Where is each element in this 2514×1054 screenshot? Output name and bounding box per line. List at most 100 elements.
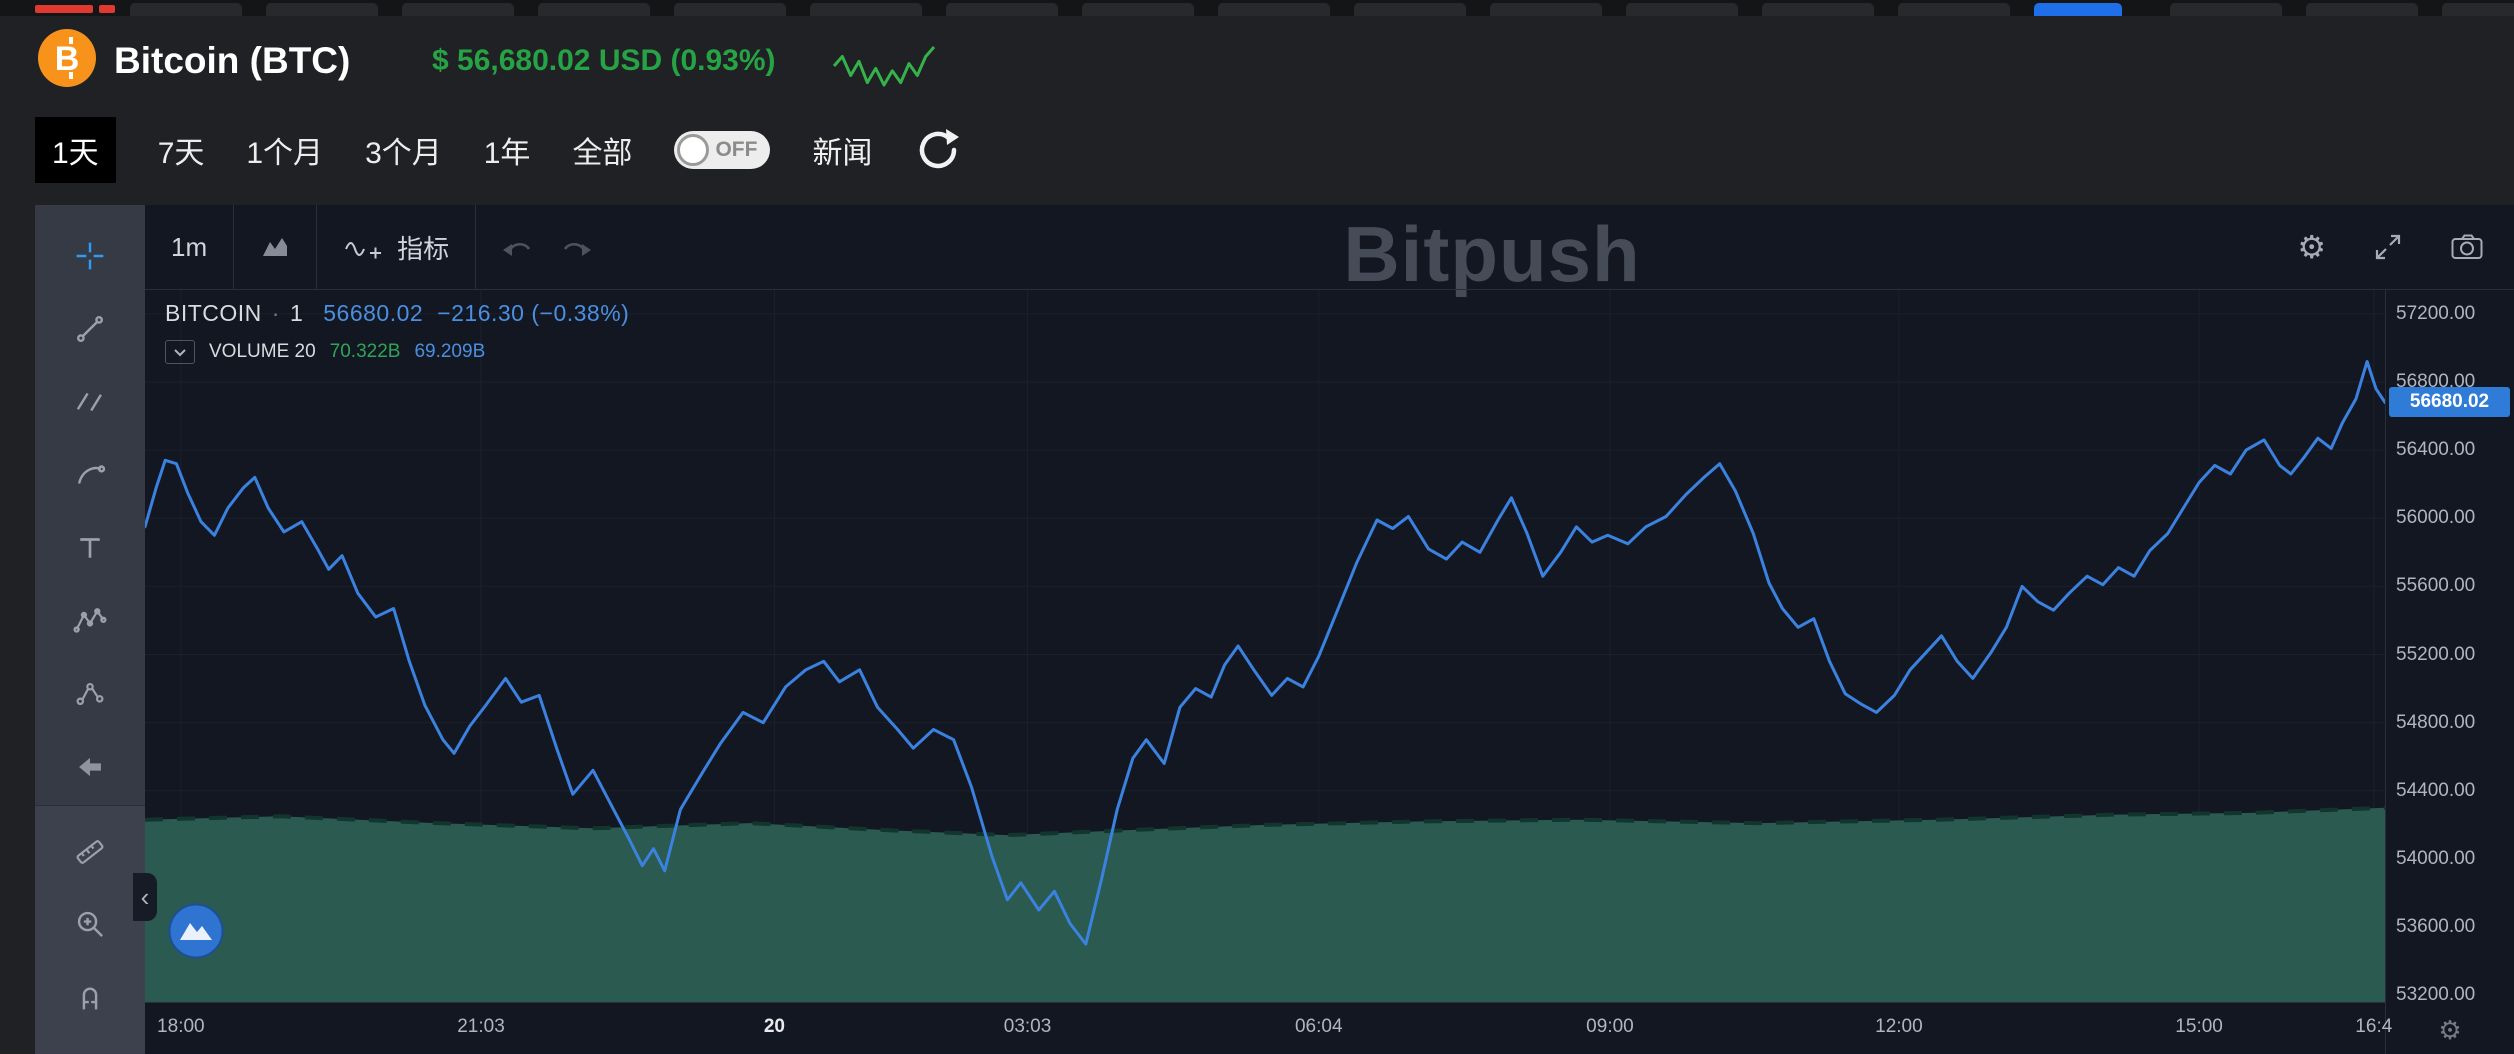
legend-separator: · [271,300,280,326]
range-tab[interactable]: 3个月 [365,137,442,170]
crosshair-tool[interactable] [35,234,145,278]
interval-button[interactable]: 1m [171,231,208,262]
time-axis-label: 20 [763,1016,786,1037]
topbar-tab[interactable] [1354,3,1466,16]
price-axis[interactable]: 56680.02 ⚙ 57200.00 56800.00 56400.00 56000… [2385,290,2514,1054]
topbar-tab-active[interactable] [2034,3,2122,16]
bitcoin-icon: B [38,29,96,87]
refresh-icon [920,129,960,169]
parallel-lines-icon [76,392,102,412]
arrow-left-icon [79,757,101,777]
news-toggle[interactable]: OFF [674,131,771,169]
chart-settings-button[interactable]: ⚙ [2297,228,2326,266]
topbar-tab[interactable] [1898,3,2010,16]
topbar-tab[interactable] [1490,3,1602,16]
topbar-tab[interactable] [2442,3,2514,16]
chart-style-button[interactable] [234,232,316,262]
topbar-tab[interactable] [402,3,514,16]
pattern-tool[interactable] [35,599,145,643]
area-chart-icon [263,238,288,256]
time-axis-label: 18:00 [157,1016,205,1037]
topbar-tab[interactable] [1626,3,1738,16]
topbar-tab[interactable] [1762,3,1874,16]
range-tab[interactable]: 1个月 [246,137,324,170]
topbar-tab[interactable] [538,3,650,16]
brush-icon [77,465,106,484]
magnet-tool[interactable] [35,974,145,1018]
topbar-tab[interactable] [810,3,922,16]
redo-button[interactable] [560,234,618,260]
price-axis-label: 56400.00 [2396,439,2476,461]
undo-button[interactable] [476,234,560,260]
volume-dropdown-button[interactable] [165,340,195,364]
legend-symbol: BITCOIN [165,300,262,326]
price-axis-label: 56000.00 [2396,507,2476,529]
text-tool[interactable] [35,526,145,570]
chevron-down-icon [174,348,186,356]
undo-icon [503,243,531,256]
refresh-button[interactable] [914,126,962,174]
magnet-icon [82,987,98,1010]
text-icon [80,538,100,558]
volume-value-1: 70.322B [329,341,401,362]
topbar-tab[interactable] [1082,3,1194,16]
legend-volume-row: VOLUME 20 70.322B 69.209B [165,340,629,364]
price-chart-svg[interactable] [145,290,2385,1002]
topbar-tab[interactable] [266,3,378,16]
time-axis-label: 16:4 [2355,1016,2393,1037]
fib-lines-tool[interactable] [35,380,145,424]
price-axis-label: 55200.00 [2396,643,2476,665]
gear-icon: ⚙ [2297,228,2326,266]
redo-icon [564,243,592,256]
time-axis-label: 15:00 [2175,1016,2223,1037]
price-axis-label: 56800.00 [2396,370,2476,392]
snapshot-button[interactable] [2450,232,2484,262]
chart-legend: BITCOIN · 1 56680.02 −216.30 (−0.38%) VO… [165,300,629,364]
range-tab[interactable]: 全部 [572,137,633,170]
topbar-tab[interactable] [1218,3,1330,16]
range-controls: 1天 7天 1个月 3个月 1年 全部 OFF 新闻 [35,112,962,188]
axis-settings-icon[interactable]: ⚙ [2438,1016,2462,1046]
topbar-tab[interactable] [130,3,242,16]
fullscreen-button[interactable] [2372,231,2404,263]
svg-text:B: B [55,40,80,78]
range-tab[interactable]: 1年 [483,137,531,170]
price-axis-label: 53200.00 [2396,984,2476,1006]
toolbar-collapse-handle[interactable]: ‹ [133,873,157,921]
plot-area[interactable]: BITCOIN · 1 56680.02 −216.30 (−0.38%) VO… [145,290,2385,1002]
trend-line-tool[interactable] [35,307,145,351]
range-tab[interactable]: 1天 [35,117,116,183]
time-axis[interactable]: 18:00 21:03 20 03:03 06:04 09:00 12:00 15:00 16:… [145,1002,2392,1054]
topbar-alert-icon [99,5,115,13]
bitpush-logo-button[interactable] [167,902,225,960]
indicators-button[interactable]: 指标 [317,229,475,266]
topbar-tab[interactable] [2306,3,2418,16]
drawing-toolbar [35,205,145,1054]
zoom-in-tool[interactable] [35,902,145,946]
price-axis-label: 54000.00 [2396,847,2476,869]
chart-widget: ‹ Bitpush 1m 指标 ⚙ [35,204,2514,1054]
trend-line-icon [77,316,103,342]
hide-drawings-button[interactable] [35,745,145,789]
time-axis-label: 21:03 [457,1016,505,1037]
price-axis-label: 53600.00 [2396,916,2476,938]
time-axis-label: 06:04 [1294,1016,1343,1037]
site-header: B Bitcoin (BTC) $ 56,680.02 USD (0.93%) [0,16,2514,112]
legend-symbol-row: BITCOIN · 1 56680.02 −216.30 (−0.38%) [165,300,629,327]
crosshair-icon [76,242,104,270]
topbar-tab[interactable] [674,3,786,16]
topbar-tab[interactable] [946,3,1058,16]
topbar-tab[interactable] [2170,3,2282,16]
indicator-icon [345,242,382,259]
toolbar-lower-section [35,805,145,1054]
range-tab[interactable]: 7天 [157,137,205,170]
prediction-tool[interactable] [35,672,145,716]
toolbar-separator [475,204,477,290]
brush-tool[interactable] [35,453,145,497]
price-axis-label: 57200.00 [2396,302,2476,324]
measure-tool[interactable] [35,830,145,874]
bitpush-logo-icon [168,903,224,959]
legend-last-price: 56680.02 [323,300,424,326]
price-axis-label: 54400.00 [2396,779,2476,801]
